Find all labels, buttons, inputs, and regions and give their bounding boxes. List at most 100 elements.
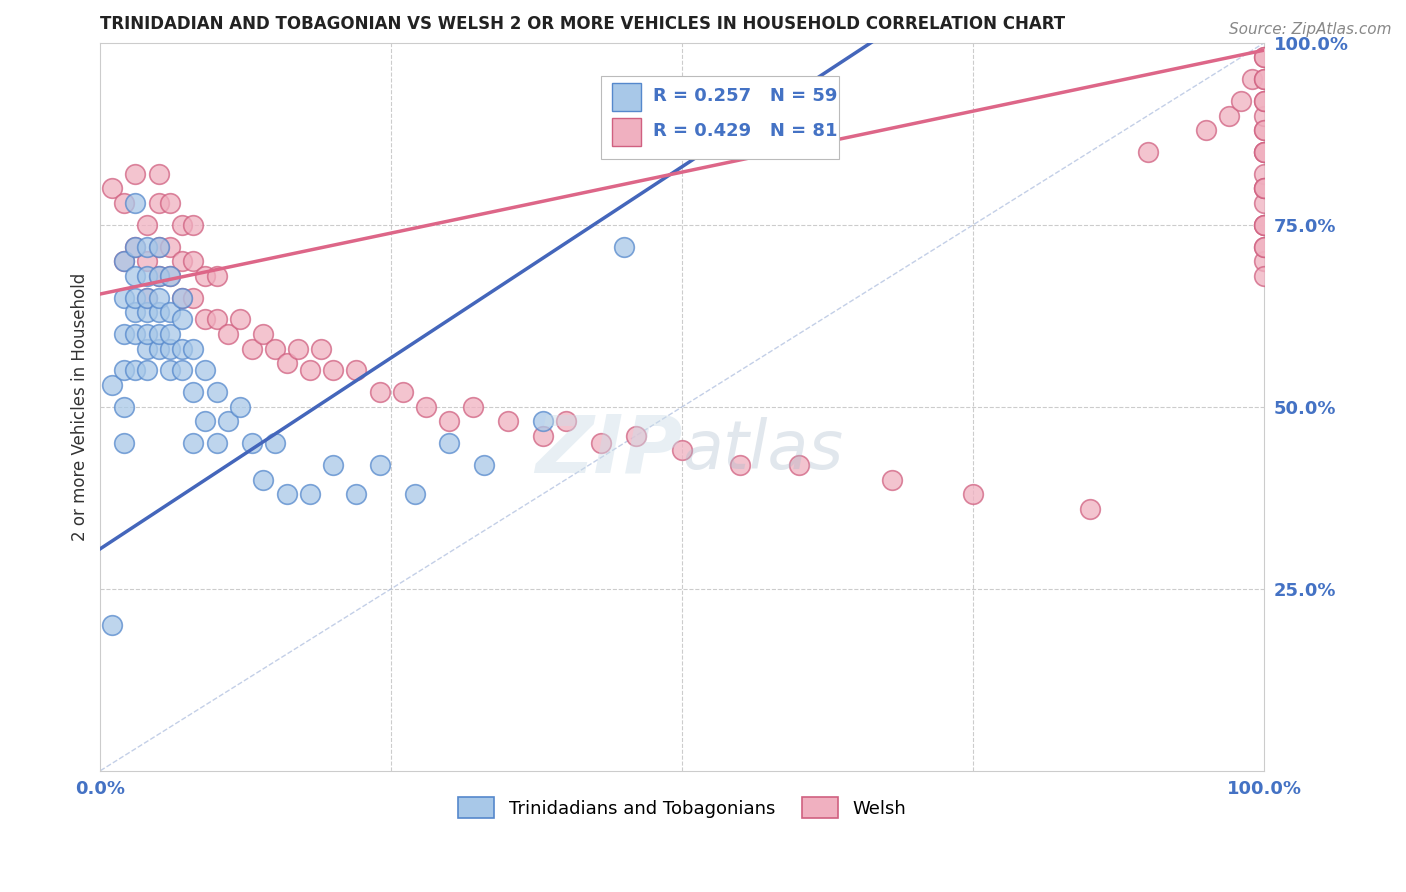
Point — [1253, 50, 1275, 64]
Point — [159, 305, 181, 319]
Point — [124, 240, 146, 254]
Point — [148, 268, 170, 283]
Point — [112, 326, 135, 341]
Point — [531, 429, 554, 443]
Point — [112, 436, 135, 450]
Point — [101, 618, 124, 632]
Point — [1253, 72, 1275, 87]
Point — [217, 414, 239, 428]
Point — [287, 342, 309, 356]
Point — [1253, 181, 1275, 195]
Point — [276, 356, 298, 370]
Point — [194, 363, 217, 377]
Point — [298, 363, 321, 377]
Point — [205, 436, 228, 450]
Text: R = 0.257   N = 59: R = 0.257 N = 59 — [654, 87, 838, 105]
Point — [1253, 94, 1275, 108]
Point — [1253, 240, 1275, 254]
Point — [1241, 72, 1264, 87]
Point — [101, 378, 124, 392]
Point — [135, 326, 157, 341]
FancyBboxPatch shape — [613, 118, 641, 145]
Point — [205, 312, 228, 326]
Point — [1253, 123, 1275, 137]
Point — [474, 458, 496, 472]
Point — [135, 218, 157, 232]
Point — [148, 196, 170, 211]
Point — [1253, 218, 1275, 232]
Point — [368, 385, 391, 400]
Point — [183, 254, 205, 268]
Point — [264, 436, 287, 450]
Point — [264, 342, 287, 356]
Point — [101, 181, 124, 195]
Point — [229, 400, 252, 414]
Point — [135, 254, 157, 268]
Point — [1253, 50, 1275, 64]
Point — [124, 167, 146, 181]
Point — [1253, 240, 1275, 254]
Point — [344, 363, 367, 377]
Point — [148, 291, 170, 305]
Point — [135, 305, 157, 319]
Point — [880, 473, 903, 487]
Point — [368, 458, 391, 472]
Point — [1253, 218, 1275, 232]
Point — [1253, 109, 1275, 123]
Point — [170, 363, 193, 377]
Point — [240, 436, 263, 450]
Point — [962, 487, 984, 501]
Point — [787, 458, 810, 472]
Point — [183, 385, 205, 400]
Point — [148, 167, 170, 181]
Point — [159, 363, 181, 377]
FancyBboxPatch shape — [613, 83, 641, 111]
Point — [135, 291, 157, 305]
Point — [1253, 94, 1275, 108]
Point — [135, 291, 157, 305]
Point — [170, 342, 193, 356]
Point — [112, 196, 135, 211]
Point — [135, 342, 157, 356]
Point — [1253, 181, 1275, 195]
Point — [159, 240, 181, 254]
Point — [1253, 123, 1275, 137]
Point — [1253, 72, 1275, 87]
Point — [170, 291, 193, 305]
Text: Source: ZipAtlas.com: Source: ZipAtlas.com — [1229, 22, 1392, 37]
Legend: Trinidadians and Tobagonians, Welsh: Trinidadians and Tobagonians, Welsh — [449, 789, 915, 827]
Point — [415, 400, 437, 414]
Point — [148, 326, 170, 341]
Point — [322, 458, 344, 472]
Point — [112, 291, 135, 305]
Point — [1195, 123, 1218, 137]
Point — [170, 312, 193, 326]
Point — [217, 326, 239, 341]
Point — [589, 436, 612, 450]
Point — [1136, 145, 1159, 159]
Point — [194, 312, 217, 326]
Point — [135, 363, 157, 377]
Point — [159, 268, 181, 283]
Point — [1253, 145, 1275, 159]
Point — [124, 305, 146, 319]
Point — [135, 240, 157, 254]
Point — [1253, 181, 1275, 195]
Point — [252, 473, 274, 487]
Point — [183, 218, 205, 232]
Point — [124, 326, 146, 341]
Point — [344, 487, 367, 501]
Point — [194, 268, 217, 283]
Point — [1078, 501, 1101, 516]
Point — [298, 487, 321, 501]
Point — [183, 342, 205, 356]
FancyBboxPatch shape — [600, 76, 839, 160]
Point — [112, 400, 135, 414]
Point — [439, 414, 461, 428]
Point — [124, 268, 146, 283]
Point — [159, 196, 181, 211]
Text: R = 0.429   N = 81: R = 0.429 N = 81 — [654, 122, 838, 140]
Point — [392, 385, 415, 400]
Point — [276, 487, 298, 501]
Point — [159, 268, 181, 283]
